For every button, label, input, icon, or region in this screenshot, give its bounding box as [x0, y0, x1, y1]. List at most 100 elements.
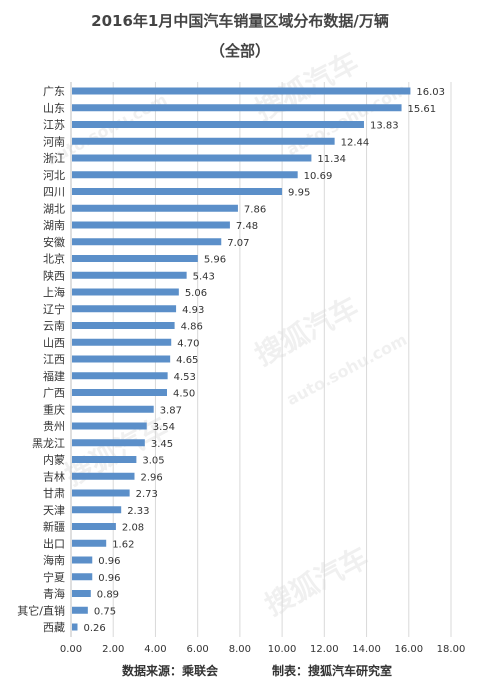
data-label: 0.96 — [98, 556, 120, 567]
bar — [72, 606, 88, 614]
data-label: 0.75 — [94, 606, 116, 617]
data-label: 3.87 — [160, 405, 182, 416]
category-label: 其它/直销 — [17, 603, 65, 617]
bar — [72, 372, 168, 380]
x-tick-label: 6.00 — [187, 644, 209, 655]
data-label: 7.86 — [244, 204, 266, 215]
x-tick-label: 8.00 — [229, 644, 251, 655]
category-label: 云南 — [43, 320, 65, 333]
bar — [72, 204, 238, 212]
data-label: 4.50 — [173, 389, 195, 400]
bar — [72, 456, 137, 463]
data-label: 0.26 — [83, 623, 105, 634]
category-label: 湖北 — [43, 202, 65, 215]
bar — [72, 305, 177, 313]
data-label: 2.33 — [127, 506, 149, 517]
data-label: 2.96 — [140, 472, 162, 483]
bar — [72, 137, 335, 145]
bar — [72, 539, 107, 547]
data-label: 7.48 — [236, 221, 258, 232]
data-label: 11.34 — [317, 154, 346, 165]
bar — [72, 87, 411, 95]
category-label: 吉林 — [43, 469, 65, 483]
data-label: 7.07 — [227, 238, 249, 249]
bar — [72, 271, 187, 279]
data-label: 4.93 — [182, 305, 204, 316]
data-source: 数据来源：乘联会 — [122, 664, 219, 678]
data-label: 5.43 — [193, 271, 215, 282]
category-label: 内蒙 — [43, 453, 65, 467]
category-label: 江西 — [43, 353, 65, 366]
category-label: 出口 — [43, 536, 65, 550]
chart-subtitle: （全部） — [209, 42, 270, 60]
category-label: 安徽 — [43, 235, 65, 249]
category-label: 新疆 — [43, 520, 65, 534]
bar — [72, 472, 135, 480]
bar — [72, 489, 130, 497]
data-label: 3.54 — [153, 422, 175, 433]
category-label: 天津 — [43, 504, 65, 517]
category-label: 河南 — [43, 135, 65, 148]
category-label: 湖南 — [43, 219, 65, 232]
data-label: 16.03 — [416, 87, 445, 98]
bar — [72, 104, 402, 112]
data-label: 2.08 — [122, 523, 144, 534]
bar — [72, 623, 78, 631]
category-label: 广东 — [43, 85, 65, 98]
data-label: 5.06 — [185, 288, 207, 299]
category-label: 辽宁 — [43, 302, 65, 316]
category-label: 贵州 — [43, 420, 65, 433]
bar — [72, 422, 147, 430]
data-label: 2.73 — [136, 489, 158, 500]
bar — [72, 171, 298, 179]
bar — [72, 573, 93, 581]
data-label: 0.96 — [98, 573, 120, 584]
bar — [72, 590, 91, 597]
category-label: 江苏 — [43, 119, 65, 132]
category-label: 海南 — [43, 553, 65, 567]
category-label: 山西 — [43, 336, 65, 349]
data-label: 13.83 — [370, 121, 399, 132]
category-label: 西藏 — [43, 621, 65, 634]
bar — [72, 255, 198, 262]
category-label: 广西 — [43, 387, 65, 400]
bar — [72, 238, 222, 246]
category-label: 四川 — [43, 186, 65, 199]
data-label: 1.62 — [112, 539, 134, 550]
category-label: 北京 — [43, 252, 65, 266]
bar — [72, 506, 122, 514]
x-tick-label: 16.00 — [394, 644, 423, 655]
x-tick-label: 12.00 — [310, 644, 339, 655]
data-label: 4.53 — [174, 372, 196, 383]
data-label: 3.05 — [142, 456, 164, 467]
data-label: 4.70 — [177, 338, 199, 349]
category-label: 浙江 — [43, 152, 65, 165]
bar — [72, 288, 179, 296]
producer-credit: 制表：搜狐汽车研究室 — [272, 664, 393, 678]
x-tick-label: 10.00 — [268, 644, 297, 655]
data-label: 5.96 — [204, 255, 226, 266]
category-label: 河北 — [43, 169, 65, 182]
category-label: 山东 — [43, 102, 65, 115]
bar — [72, 389, 167, 396]
bar — [72, 439, 145, 447]
x-tick-label: 4.00 — [144, 644, 166, 655]
data-label: 4.65 — [176, 355, 198, 366]
data-label: 3.45 — [151, 439, 173, 450]
bar — [72, 121, 364, 128]
x-tick-label: 0.00 — [60, 644, 82, 655]
bar — [72, 322, 175, 329]
data-label: 12.44 — [341, 137, 370, 148]
category-label: 宁夏 — [43, 570, 65, 584]
data-label: 0.89 — [97, 590, 119, 601]
bar — [72, 188, 283, 195]
category-label: 青海 — [43, 587, 65, 601]
bar — [72, 405, 154, 413]
category-label: 重庆 — [43, 402, 65, 416]
category-label: 黑龙江 — [32, 437, 65, 450]
chart-title: 2016年1月中国汽车销量区域分布数据/万辆 — [91, 12, 389, 30]
bar — [72, 338, 172, 346]
category-label: 陕西 — [43, 268, 65, 282]
bar — [72, 154, 312, 162]
